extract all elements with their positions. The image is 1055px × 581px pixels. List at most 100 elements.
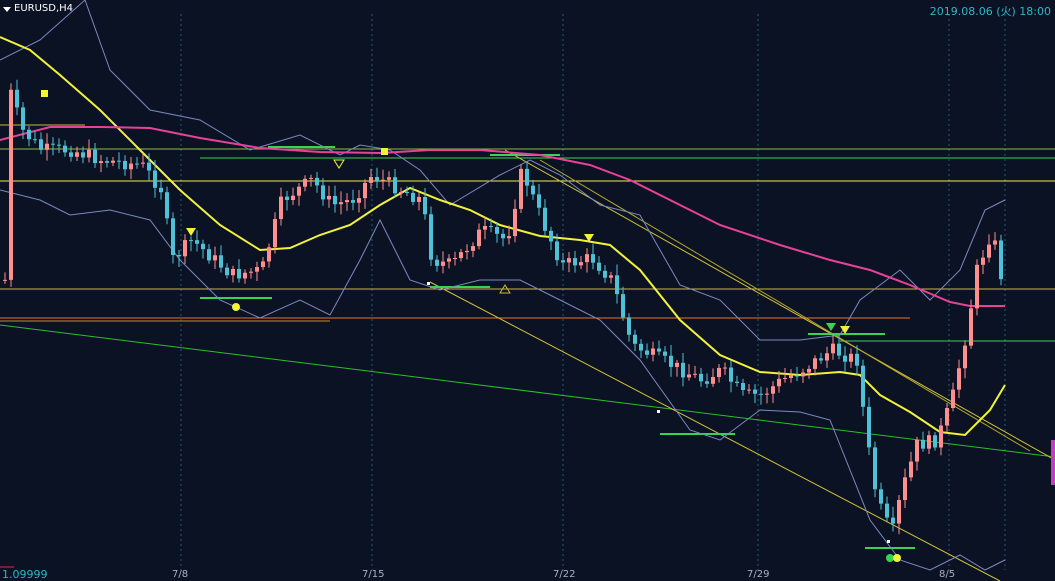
candle-body (585, 254, 589, 263)
down-triangle-marker (840, 326, 850, 334)
candle-body (897, 499, 901, 524)
candle-body (651, 348, 655, 355)
candle-body (45, 143, 49, 150)
candle-body (549, 230, 553, 242)
circle-marker (232, 303, 240, 311)
candle-body (3, 279, 7, 281)
candle-body (429, 214, 433, 260)
candle-body (759, 393, 763, 395)
datetime-label: 2019.08.06 (火) 18:00 (929, 5, 1051, 18)
candle-body (777, 378, 781, 387)
price-axis-label: 1.09999 (2, 568, 48, 581)
candle-body (27, 129, 31, 140)
candle-body (297, 186, 301, 196)
candle-body (201, 243, 205, 250)
candle-body (333, 195, 337, 205)
trend-line (0, 324, 1055, 458)
candle-body (639, 343, 643, 351)
candle-body (927, 435, 931, 449)
candle-body (939, 425, 943, 448)
candle-body (21, 107, 25, 130)
candle-body (789, 375, 793, 378)
candle-body (801, 372, 805, 377)
candle-body (861, 365, 865, 407)
candle-body (285, 196, 289, 201)
scroll-indicator (1051, 440, 1055, 485)
candle-body (747, 389, 751, 391)
candle-body (795, 375, 799, 377)
candle-body (405, 191, 409, 193)
candle-body (75, 152, 79, 157)
candle-body (147, 162, 151, 171)
candle-body (909, 461, 913, 478)
candle-body (615, 275, 619, 295)
candle-body (807, 368, 811, 373)
candle-body (411, 192, 415, 202)
candle-body (873, 447, 877, 490)
candle-body (459, 252, 463, 259)
candle-body (69, 152, 73, 157)
candle-body (363, 182, 367, 199)
candle-body (921, 439, 925, 449)
x-tick-label: 7/8 (172, 569, 189, 580)
candle-body (543, 207, 547, 231)
candle-body (87, 149, 91, 158)
candle-body (693, 373, 697, 375)
trend-line (504, 149, 1055, 461)
x-tick-label: 8/5 (939, 569, 956, 580)
menu-triangle-icon[interactable] (3, 7, 11, 12)
down-triangle-marker (186, 228, 196, 236)
candle-body (891, 517, 895, 524)
candle-body (447, 258, 451, 262)
candle-body (645, 350, 649, 355)
candle-body (765, 393, 769, 395)
candle-body (171, 218, 175, 256)
candle-body (471, 246, 475, 251)
candle-body (837, 343, 841, 356)
candle-body (957, 368, 961, 390)
candle-body (867, 406, 871, 448)
candle-body (243, 272, 247, 279)
candle-body (771, 386, 775, 394)
candle-body (963, 345, 967, 369)
candle-body (453, 258, 457, 260)
candle-body (753, 389, 757, 394)
candle-body (63, 145, 67, 153)
candle-body (375, 177, 379, 182)
candle-body (627, 317, 631, 335)
candle-body (291, 195, 295, 201)
candle-body (831, 343, 835, 354)
candle-body (273, 219, 277, 248)
candle-body (141, 162, 145, 164)
candle-body (903, 477, 907, 500)
candle-body (153, 170, 157, 188)
candle-body (177, 255, 181, 257)
candle-body (441, 261, 445, 266)
candle-body (531, 185, 535, 195)
candle-body (555, 241, 559, 261)
candle-body (573, 258, 577, 266)
candle-body (339, 202, 343, 205)
candle-body (981, 257, 985, 265)
candle-body (591, 254, 595, 263)
candle-body (357, 198, 361, 203)
candle-body (567, 258, 571, 263)
candle-body (945, 408, 949, 426)
candle-body (231, 268, 235, 276)
candle-body (57, 144, 61, 146)
candle-body (525, 168, 529, 186)
candle-body (969, 308, 973, 346)
candle-body (255, 267, 259, 272)
candle-body (855, 353, 859, 366)
anchor-dot (427, 282, 430, 285)
bollinger-upper-band (0, 0, 1006, 341)
candle-body (519, 168, 523, 209)
candle-body (315, 177, 319, 186)
candle-body (219, 255, 223, 268)
candle-body (675, 362, 679, 367)
candle-body (465, 250, 469, 253)
candle-body (951, 389, 955, 409)
candle-body (309, 177, 313, 179)
